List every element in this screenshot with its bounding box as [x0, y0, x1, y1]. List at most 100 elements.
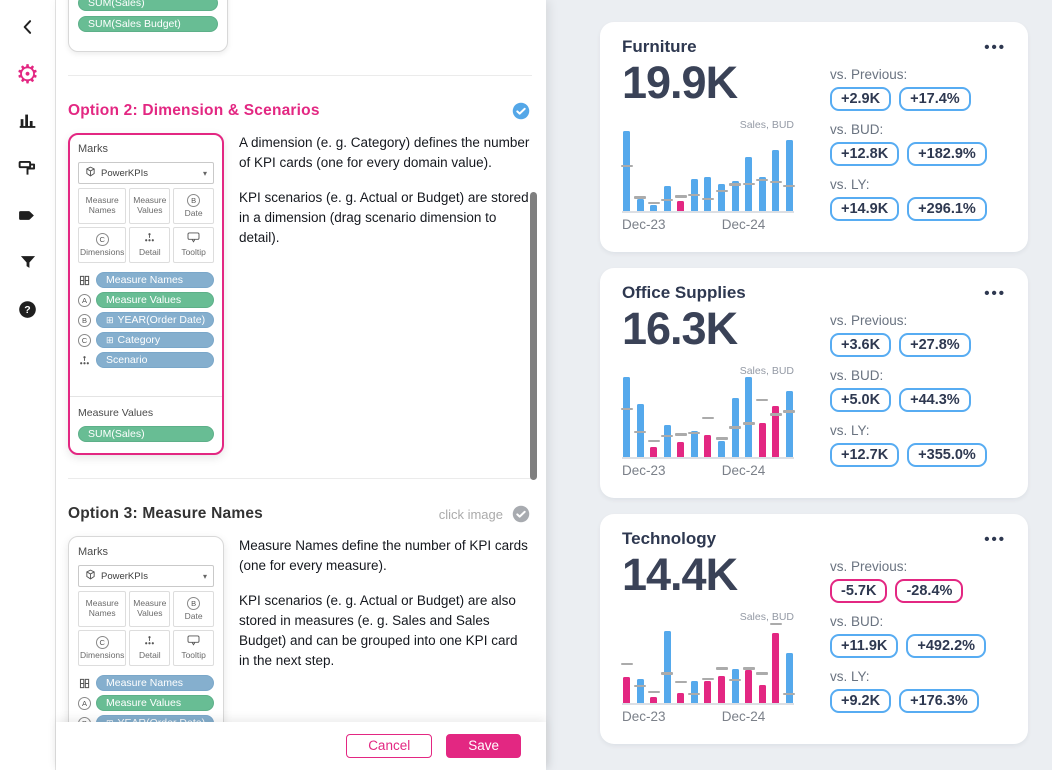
x-axis-end-label: Dec-24: [721, 217, 766, 233]
marks-button-date: B Date: [173, 188, 214, 224]
kpi-card-menu-icon[interactable]: •••: [984, 38, 1006, 56]
mark-type-cube-icon: [85, 569, 96, 583]
help-icon[interactable]: ?: [13, 294, 43, 324]
metric-badge: +44.3%: [899, 388, 971, 412]
marks-button-label: Dimensions: [80, 246, 125, 257]
kpi-card-header: Technology •••: [622, 529, 1006, 549]
series-label: Sales, BUD: [739, 119, 794, 132]
metric-badge: +5.0K: [830, 388, 892, 412]
marks-button-measure-values: Measure Values: [129, 591, 171, 627]
sales-bar: [650, 447, 658, 458]
paint-roller-icon[interactable]: [13, 153, 43, 183]
bar-slot: [769, 379, 782, 458]
bar-chart-icon[interactable]: [13, 106, 43, 136]
field-pill-label: Measure Names: [106, 677, 184, 689]
metric-label: vs. Previous:: [830, 559, 908, 574]
bar-slot: [701, 379, 714, 458]
cancel-button[interactable]: Cancel: [346, 734, 433, 758]
sales-bar: [704, 681, 712, 704]
sales-bar: [731, 181, 739, 212]
metric-group: vs. LY: +9.2K +176.3%: [830, 669, 1006, 713]
scrollbar-thumb[interactable]: [530, 192, 537, 480]
svg-text:?: ?: [24, 304, 30, 316]
sales-bar: [785, 391, 793, 458]
mark-type-dropdown: PowerKPIs ▾: [78, 565, 214, 587]
budget-tick: [783, 410, 796, 413]
bar-slot: [783, 133, 796, 212]
marks-button-label: Detail: [138, 650, 161, 660]
budget-tick: [674, 195, 687, 198]
metric-group: vs. Previous: +3.6K +27.8%: [830, 313, 1006, 357]
tag-icon[interactable]: [13, 200, 43, 230]
save-button[interactable]: Save: [446, 734, 521, 758]
c-circle-icon: C: [95, 635, 109, 649]
budget-tick: [634, 196, 647, 199]
tooltip-icon: [187, 232, 200, 246]
kpi-card-menu-icon[interactable]: •••: [984, 284, 1006, 302]
series-label: Sales, BUD: [739, 365, 794, 378]
marks-shelf: Measure Names A Measure Values B ⊞YEAR(Order…: [78, 272, 214, 368]
settings-gear-icon[interactable]: ⚙: [13, 59, 43, 89]
kpi-bar-chart: [620, 131, 796, 214]
budget-tick: [688, 431, 701, 435]
kpi-card-header: Furniture •••: [622, 37, 1006, 57]
x-axis-labels: Dec-23 Dec-24: [622, 709, 794, 729]
kpi-bar-chart: [620, 377, 796, 460]
bar-slot: [769, 133, 782, 212]
back-icon[interactable]: [13, 12, 43, 42]
budget-tick: [769, 622, 782, 626]
bar-slot: [634, 625, 647, 704]
bar-slot: [756, 379, 769, 458]
sales-bar: [772, 406, 780, 458]
section-divider: [68, 478, 532, 479]
previous-marks-card-clipped[interactable]: SUM(Sales) SUM(Sales Budget): [68, 0, 228, 52]
budget-tick: [701, 197, 714, 201]
scrollbar-track[interactable]: [530, 0, 537, 722]
metric-badge: -5.7K: [830, 579, 888, 603]
marks-button-label: Measure Names: [85, 598, 119, 618]
kpi-card-menu-icon[interactable]: •••: [984, 530, 1006, 548]
budget-tick: [715, 667, 728, 670]
c-circle-icon: C: [78, 333, 91, 347]
option-check-icon[interactable]: [512, 505, 530, 523]
bar-slot: [634, 379, 647, 458]
kpi-chart-column: 16.3K Sales, BUD Dec-23 Dec-24: [620, 303, 830, 483]
field-pill: Scenario: [96, 352, 214, 368]
option-check-icon[interactable]: [512, 102, 530, 120]
bar-slot: [701, 133, 714, 212]
bar-slot: [701, 625, 714, 704]
sales-bar: [650, 205, 658, 212]
kpi-card-body: 16.3K Sales, BUD Dec-23 Dec-24 vs. Previous:…: [620, 303, 1006, 483]
option-title: Option 2: Dimension & Scenarios: [68, 102, 320, 119]
metric-badge: +9.2K: [830, 689, 892, 713]
bar-slot: [647, 379, 660, 458]
option-title: Option 3: Measure Names: [68, 505, 263, 522]
bar-slot: [742, 625, 755, 704]
c-circle-icon: C: [95, 232, 109, 246]
budget-tick: [620, 407, 633, 411]
metric-group: vs. BUD: +12.8K +182.9%: [830, 122, 1006, 166]
field-pill-label: YEAR(Order Date): [117, 314, 206, 326]
kpi-card-title: Technology: [622, 529, 717, 548]
config-panel: SUM(Sales) SUM(Sales Budget) Option 2: Dim…: [56, 0, 546, 770]
shelf-row: B ⊞YEAR(Order Date): [78, 312, 214, 328]
sales-bar: [650, 697, 658, 704]
metric-label: vs. BUD:: [830, 122, 884, 137]
option-description: A dimension (e. g. Category) defines the…: [239, 133, 530, 263]
metric-badge: +12.7K: [830, 443, 900, 467]
chevron-down-icon: ▾: [202, 571, 207, 581]
field-pill: Measure Names: [96, 675, 214, 691]
metric-badges: +12.8K +182.9%: [830, 142, 1006, 166]
sales-bar: [785, 140, 793, 212]
bar-slot: [661, 133, 674, 212]
description-paragraph: KPI scenarios (e. g. Actual or Budget) a…: [239, 592, 518, 668]
x-axis-start-label: Dec-23: [622, 709, 666, 725]
budget-tick: [647, 439, 660, 443]
bar-slot: [729, 133, 742, 212]
metric-group: vs. BUD: +11.9K +492.2%: [830, 614, 1006, 658]
marks-shelf-image[interactable]: Marks PowerKPIs ▾ Measure Names Measure Valu…: [68, 133, 224, 455]
metric-badges: +14.9K +296.1%: [830, 197, 1006, 221]
bar-slot: [674, 379, 687, 458]
option-body: Marks PowerKPIs ▾ Measure Names Measure Valu…: [68, 133, 530, 455]
filter-icon[interactable]: [13, 247, 43, 277]
